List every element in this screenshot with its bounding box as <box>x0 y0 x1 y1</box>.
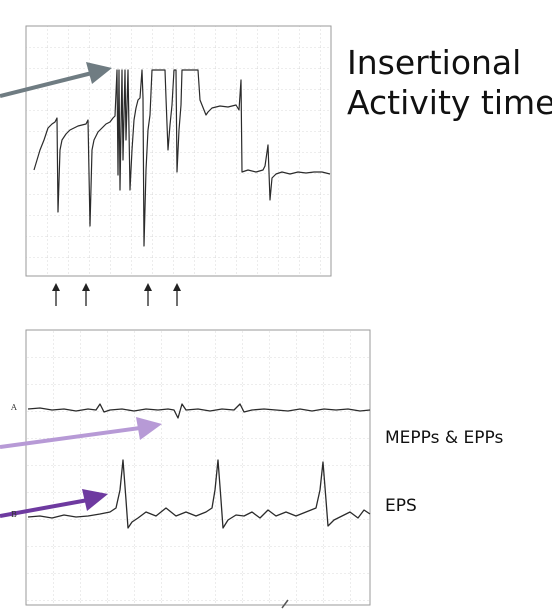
insertional-pointer-arrow <box>0 62 112 98</box>
partial-mark <box>281 599 289 609</box>
endplate-activity-panel <box>25 329 371 606</box>
insertional-activity-panel <box>25 25 332 277</box>
up-arrow-icon <box>144 283 152 306</box>
up-arrow-icon <box>52 283 60 306</box>
trace-b-label: B <box>11 510 17 519</box>
insertional-activity-trace <box>33 69 331 247</box>
eps-pointer-arrow <box>0 489 108 518</box>
mepps-pointer-arrow <box>0 417 162 449</box>
up-arrow-icon <box>173 283 181 306</box>
trace-b-eps <box>27 459 371 529</box>
title-line-1: Insertional <box>347 43 522 82</box>
bottom-panel-grid <box>25 329 371 606</box>
trace-a-mepps <box>27 403 371 419</box>
title-line-2: Activity time <box>347 83 552 122</box>
up-arrow-icon <box>82 283 90 306</box>
stimulus-markers <box>52 283 181 306</box>
mepps-label: MEPPs & EPPs <box>385 428 504 448</box>
eps-label: EPS <box>385 496 417 516</box>
trace-a-label: A <box>11 403 17 412</box>
